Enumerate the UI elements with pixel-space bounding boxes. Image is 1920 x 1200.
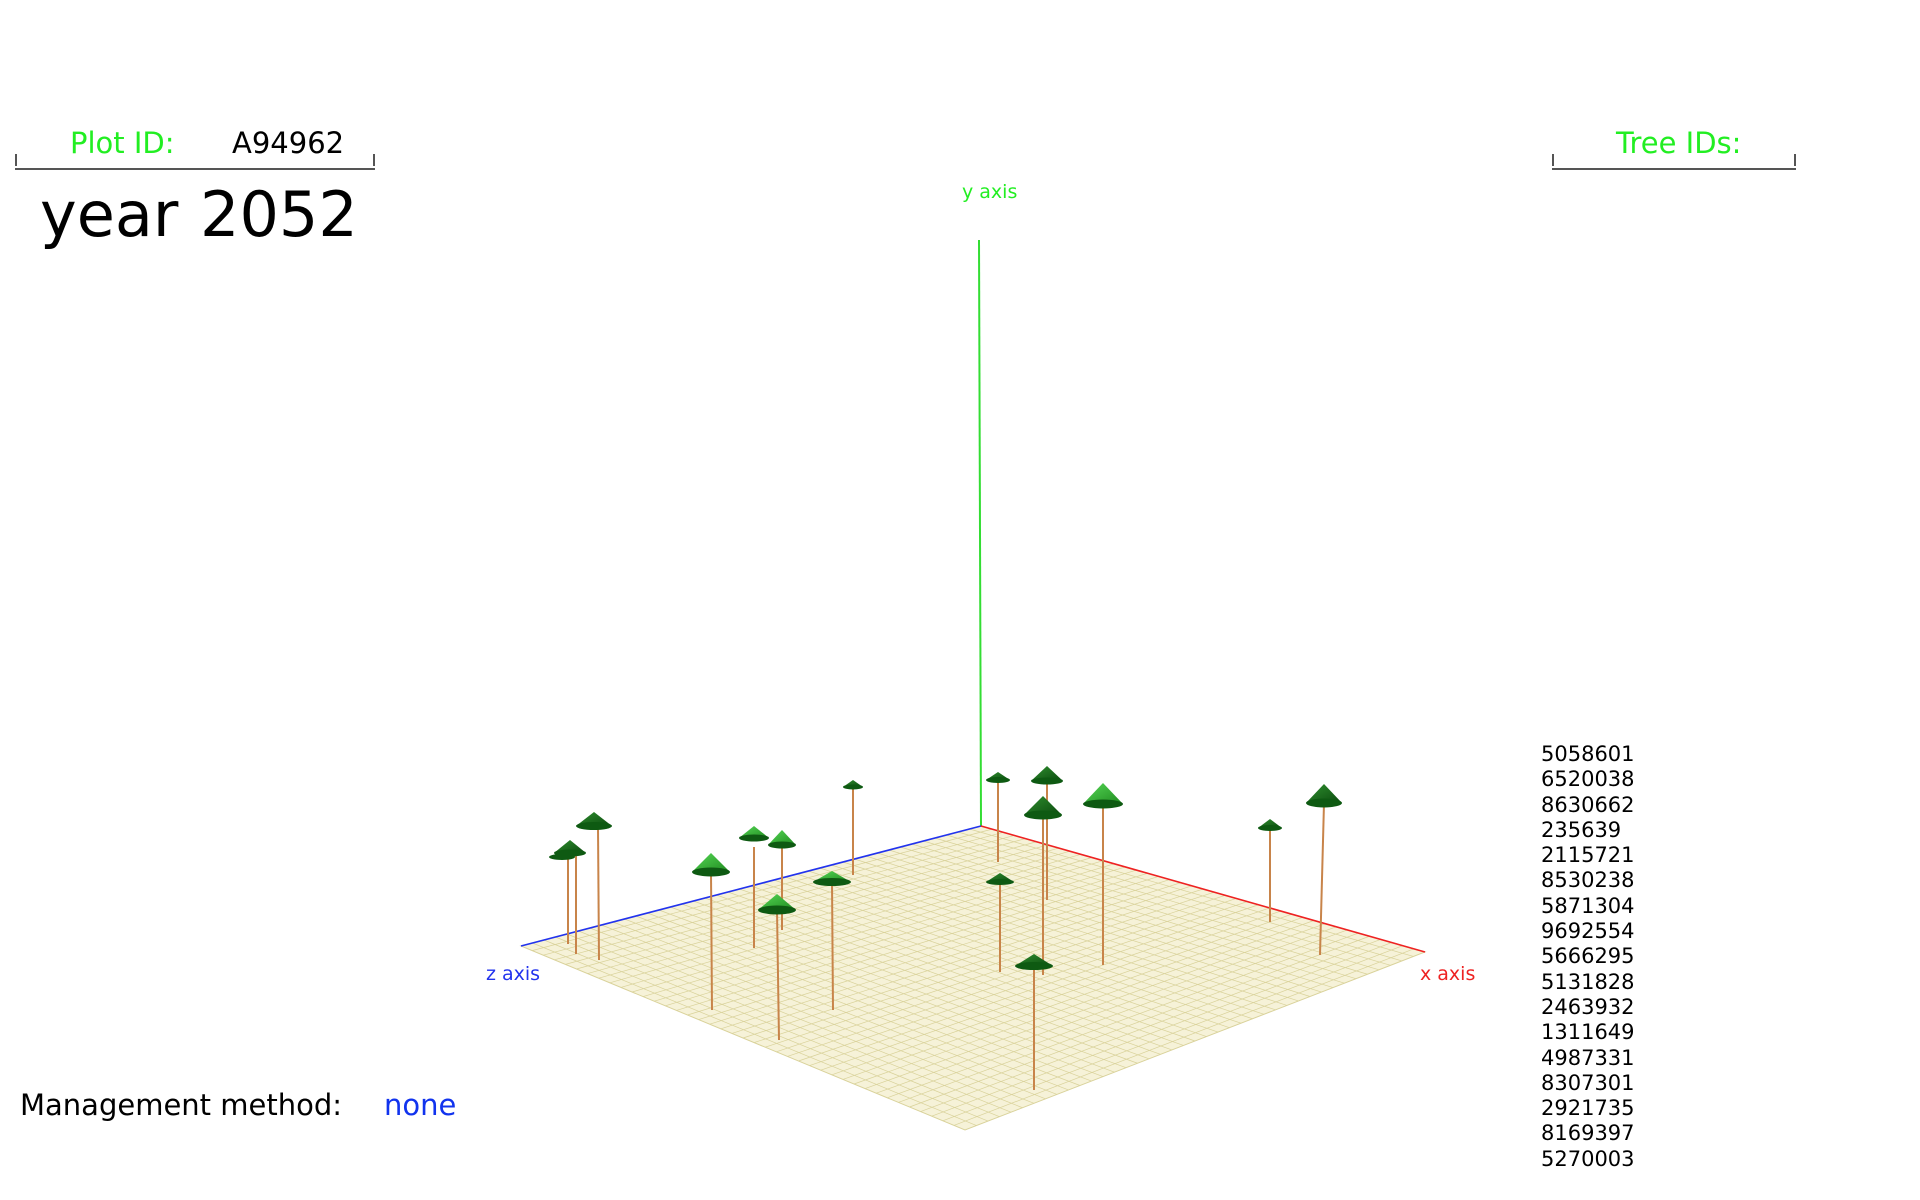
tree[interactable]	[692, 853, 730, 1011]
z-axis-line	[520, 825, 982, 947]
tree-id-item[interactable]: 6520038	[1541, 767, 1635, 792]
x-axis-label: x axis	[1420, 963, 1475, 985]
tree[interactable]	[768, 830, 796, 930]
z-axis-label: z axis	[486, 963, 540, 985]
year-value: 2052	[200, 178, 358, 251]
tree[interactable]	[1024, 796, 1062, 975]
tree-id-item[interactable]: 5666295	[1541, 944, 1635, 969]
tree-id-item[interactable]: 8530238	[1541, 868, 1635, 893]
tree-ids-underline	[1552, 150, 1796, 170]
tree-id-list: 5058601 6520038 8630662 235639 2115721 853023…	[1541, 742, 1635, 1172]
management-method-label: Management method:	[20, 1088, 343, 1122]
tree-id-item[interactable]: 1311649	[1541, 1020, 1635, 1045]
tree[interactable]	[1015, 954, 1053, 1090]
tree-id-item[interactable]: 2921735	[1541, 1096, 1635, 1121]
tree-id-item[interactable]: 8630662	[1541, 792, 1635, 817]
plot-id-value: A94962	[232, 126, 345, 160]
tree-group	[549, 766, 1342, 1090]
tree[interactable]	[758, 894, 796, 1041]
tree-id-item[interactable]: 4987331	[1541, 1045, 1635, 1070]
tree[interactable]	[739, 826, 769, 948]
y-axis-line	[978, 239, 982, 827]
x-axis-line	[980, 825, 1426, 953]
plot-id-underline	[15, 150, 375, 170]
y-axis-label: y axis	[962, 181, 1017, 203]
tree-id-item[interactable]: 9692554	[1541, 919, 1635, 944]
year-label: year	[40, 178, 179, 251]
tree-id-item[interactable]: 235639	[1541, 817, 1622, 842]
tree-id-item[interactable]: 5131828	[1541, 969, 1635, 994]
tree-id-item[interactable]: 5270003	[1541, 1146, 1635, 1171]
management-method-value[interactable]: none	[384, 1088, 457, 1122]
tree[interactable]	[843, 780, 863, 875]
tree[interactable]	[1083, 783, 1123, 965]
tree[interactable]	[576, 812, 612, 961]
tree-id-item[interactable]: 5058601	[1541, 742, 1635, 766]
tree-id-item[interactable]: 8169397	[1541, 1121, 1635, 1146]
ground-grid	[532, 828, 1415, 1126]
tree[interactable]	[549, 851, 576, 944]
plot-id-label: Plot ID:	[70, 126, 175, 160]
tree-id-item[interactable]: 5871304	[1541, 893, 1635, 918]
tree[interactable]	[1306, 784, 1342, 956]
tree[interactable]	[986, 772, 1010, 862]
tree[interactable]	[1258, 819, 1282, 922]
tree[interactable]	[813, 871, 851, 1011]
tree[interactable]	[986, 873, 1014, 972]
tree-id-item[interactable]: 8307301	[1541, 1070, 1635, 1095]
tree-id-item[interactable]: 2115721	[1541, 843, 1635, 868]
tree[interactable]	[554, 840, 586, 954]
tree-ids-label: Tree IDs:	[1616, 126, 1742, 160]
tree-id-item[interactable]: 2463932	[1541, 994, 1635, 1019]
